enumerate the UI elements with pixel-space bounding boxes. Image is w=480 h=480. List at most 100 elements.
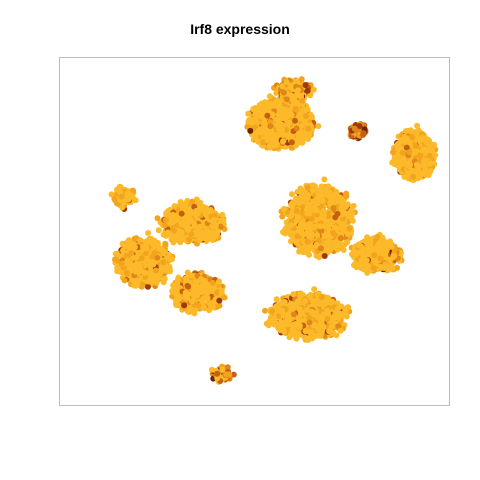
data-point xyxy=(245,110,252,117)
data-point xyxy=(288,84,295,91)
data-point xyxy=(304,184,311,191)
data-point xyxy=(405,137,412,144)
plot-frame xyxy=(59,57,450,406)
data-point xyxy=(219,211,226,218)
data-point xyxy=(186,209,193,216)
data-point xyxy=(417,153,424,160)
data-point xyxy=(299,210,306,216)
data-point xyxy=(151,275,158,282)
data-point xyxy=(216,297,223,304)
data-point xyxy=(166,266,173,272)
data-point xyxy=(271,141,278,147)
data-point xyxy=(399,149,406,156)
data-point xyxy=(283,96,290,102)
data-point xyxy=(198,235,204,242)
data-point xyxy=(170,282,177,289)
data-point xyxy=(175,302,182,309)
data-point xyxy=(310,86,317,93)
data-point xyxy=(118,260,125,267)
data-point xyxy=(280,138,286,145)
data-point xyxy=(164,229,171,236)
data-point xyxy=(145,278,152,285)
data-point xyxy=(286,119,293,126)
data-point xyxy=(428,147,435,154)
data-point xyxy=(195,210,202,216)
data-point xyxy=(289,200,296,206)
data-point xyxy=(351,262,357,269)
data-point xyxy=(293,207,300,214)
data-point xyxy=(279,213,286,220)
data-point xyxy=(407,127,414,134)
data-point xyxy=(128,250,135,257)
data-point xyxy=(252,111,259,118)
data-point xyxy=(401,173,408,180)
data-point xyxy=(185,236,192,243)
data-point xyxy=(154,254,161,261)
data-point xyxy=(194,228,201,235)
data-point xyxy=(417,138,424,145)
data-point xyxy=(302,120,309,127)
data-point xyxy=(193,196,200,203)
data-point xyxy=(267,123,274,130)
data-point xyxy=(310,198,317,205)
data-point xyxy=(296,248,303,255)
data-point xyxy=(112,250,119,257)
data-point xyxy=(150,259,156,265)
data-point xyxy=(283,126,290,133)
data-point xyxy=(131,281,138,288)
data-point xyxy=(125,196,132,203)
data-point xyxy=(250,106,257,113)
data-point xyxy=(124,238,131,245)
data-point xyxy=(299,139,306,146)
data-point xyxy=(305,228,312,235)
data-point xyxy=(161,222,168,229)
data-point xyxy=(181,302,188,309)
data-point xyxy=(351,125,358,132)
data-point xyxy=(163,210,170,217)
data-point xyxy=(403,144,410,151)
data-point xyxy=(313,207,320,214)
data-point xyxy=(280,89,287,96)
data-point xyxy=(394,162,401,169)
data-point xyxy=(325,183,332,190)
data-point xyxy=(212,223,219,230)
data-point xyxy=(184,295,191,302)
data-point xyxy=(297,223,304,230)
data-point xyxy=(266,93,273,100)
data-point xyxy=(276,121,283,128)
data-point xyxy=(204,233,211,240)
data-point xyxy=(348,215,355,221)
data-point xyxy=(133,254,140,261)
data-point xyxy=(216,278,222,285)
data-point xyxy=(131,235,138,242)
data-point xyxy=(319,197,326,204)
data-point xyxy=(250,119,257,126)
data-point xyxy=(399,157,405,164)
data-point xyxy=(171,203,178,210)
data-point xyxy=(306,220,313,227)
data-point xyxy=(139,268,146,275)
data-point xyxy=(171,227,178,234)
data-point xyxy=(206,307,213,314)
data-point xyxy=(304,238,311,245)
data-point xyxy=(217,223,224,230)
data-point xyxy=(294,87,301,94)
data-point xyxy=(161,275,168,282)
data-point xyxy=(216,217,223,224)
data-point xyxy=(303,249,310,256)
data-point xyxy=(131,244,138,251)
data-point xyxy=(418,170,425,177)
data-point xyxy=(153,267,159,274)
data-point xyxy=(209,279,216,286)
data-point xyxy=(292,105,299,112)
data-point xyxy=(218,289,225,296)
data-point xyxy=(267,144,273,151)
data-point xyxy=(143,245,150,252)
data-point xyxy=(148,241,155,247)
data-point xyxy=(144,283,151,290)
data-point xyxy=(160,259,167,266)
points-layer xyxy=(108,76,439,385)
data-point xyxy=(277,115,284,122)
data-point xyxy=(427,168,434,175)
